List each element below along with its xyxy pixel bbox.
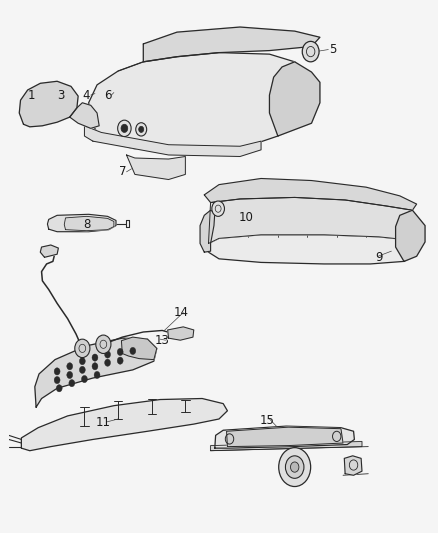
Text: 1: 1 [28, 88, 35, 102]
Text: 14: 14 [173, 306, 189, 319]
Text: 3: 3 [58, 88, 65, 102]
Circle shape [54, 368, 60, 375]
Circle shape [69, 379, 75, 387]
Circle shape [54, 376, 60, 384]
Polygon shape [19, 81, 78, 127]
Text: 5: 5 [329, 43, 336, 56]
Polygon shape [200, 210, 215, 252]
Polygon shape [121, 337, 157, 360]
Circle shape [94, 372, 100, 378]
Circle shape [279, 448, 311, 487]
Text: 7: 7 [119, 165, 126, 179]
Polygon shape [269, 62, 320, 136]
Circle shape [105, 359, 110, 366]
Polygon shape [143, 27, 320, 62]
Polygon shape [344, 456, 362, 475]
Circle shape [81, 375, 88, 383]
Polygon shape [64, 216, 114, 231]
Text: 15: 15 [260, 414, 275, 426]
Circle shape [67, 362, 73, 370]
Circle shape [136, 123, 147, 136]
Polygon shape [211, 441, 362, 451]
Circle shape [79, 358, 85, 365]
Polygon shape [35, 338, 157, 407]
Text: 9: 9 [375, 251, 382, 264]
Circle shape [290, 462, 299, 472]
Polygon shape [168, 327, 194, 340]
Circle shape [139, 126, 144, 132]
Text: 8: 8 [83, 217, 90, 231]
Text: 11: 11 [96, 416, 111, 429]
Circle shape [105, 351, 110, 358]
Circle shape [118, 120, 131, 136]
Circle shape [92, 354, 98, 361]
Polygon shape [208, 197, 413, 244]
Circle shape [286, 456, 304, 478]
Circle shape [79, 366, 85, 374]
Circle shape [212, 201, 224, 216]
Text: 13: 13 [155, 334, 170, 347]
Circle shape [67, 372, 73, 378]
Polygon shape [204, 235, 421, 264]
Polygon shape [47, 214, 116, 232]
Polygon shape [21, 399, 227, 451]
Circle shape [75, 339, 90, 358]
Polygon shape [204, 179, 417, 210]
Text: 4: 4 [83, 88, 90, 102]
Polygon shape [40, 245, 58, 257]
Circle shape [56, 385, 62, 392]
Polygon shape [215, 426, 354, 448]
Circle shape [117, 349, 123, 356]
Text: 10: 10 [239, 212, 254, 224]
Circle shape [130, 348, 136, 354]
Circle shape [92, 362, 98, 370]
Polygon shape [226, 427, 343, 447]
Polygon shape [85, 126, 261, 157]
Circle shape [117, 357, 123, 364]
Polygon shape [88, 53, 311, 153]
Polygon shape [70, 103, 99, 128]
Circle shape [121, 124, 128, 132]
Circle shape [96, 335, 111, 353]
Circle shape [302, 42, 319, 62]
Text: 6: 6 [104, 88, 111, 102]
Polygon shape [396, 210, 425, 261]
Polygon shape [127, 155, 185, 180]
